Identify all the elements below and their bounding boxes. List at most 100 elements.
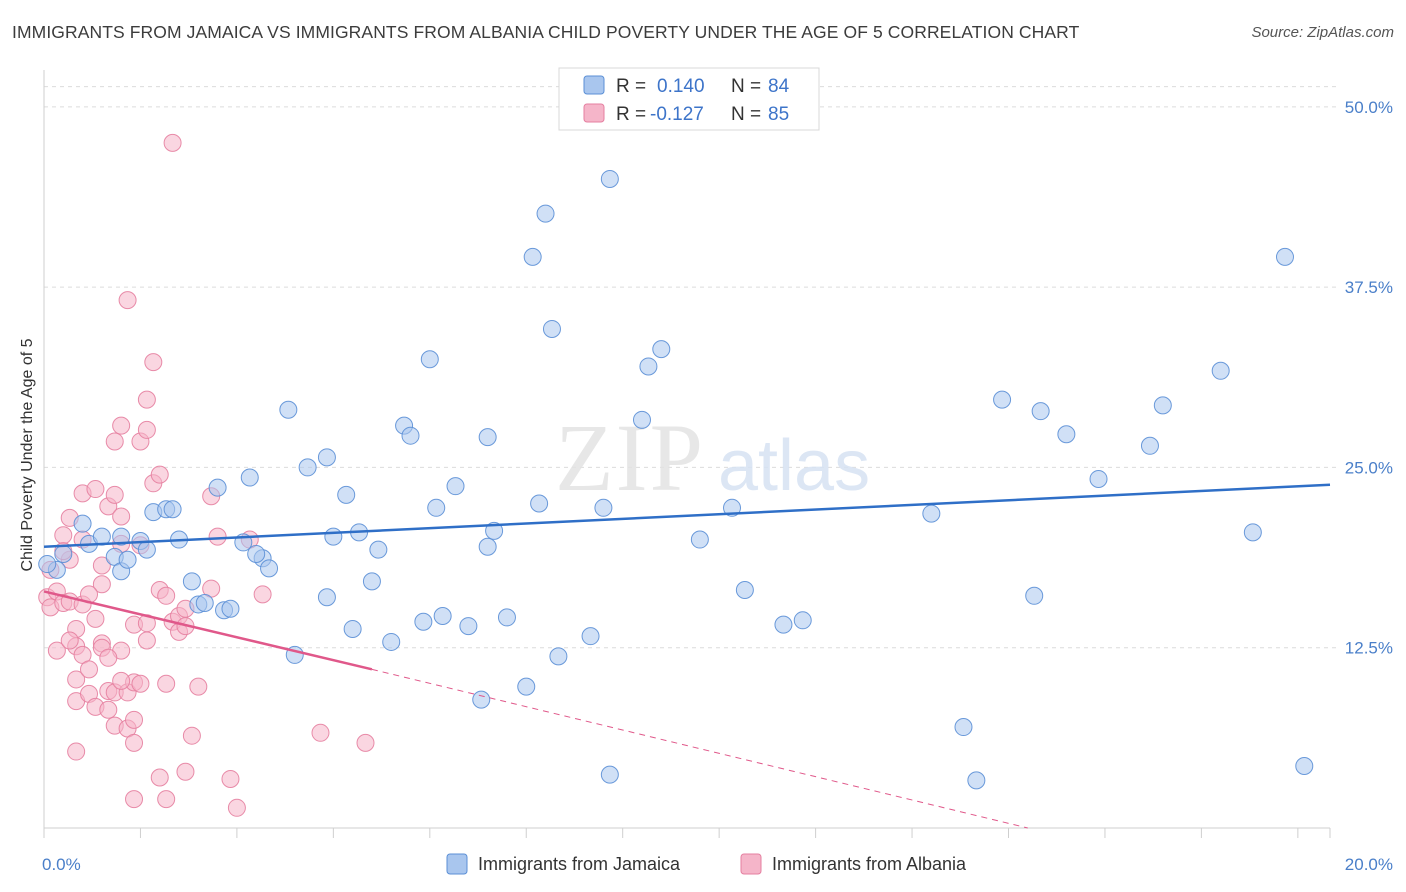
point-albania-74 xyxy=(227,798,246,817)
legend-albania-r-label: R = xyxy=(616,104,646,125)
point-albania-33 xyxy=(105,432,124,451)
point-albania-53 xyxy=(137,631,156,650)
y-tick-labels: 12.5% 25.0% 37.5% 50.0% xyxy=(1345,98,1393,658)
watermark: ZIP atlas xyxy=(555,404,870,511)
grid-lines xyxy=(44,86,1340,649)
point-jamaica-28 xyxy=(317,448,336,467)
point-jamaica-27 xyxy=(317,588,336,607)
point-albania-19 xyxy=(80,660,99,679)
point-jamaica-59 xyxy=(639,357,658,376)
legend-jamaica-r-value: 0.140 xyxy=(657,76,705,97)
series-legend-swatch-albania xyxy=(740,853,762,875)
point-jamaica-41 xyxy=(433,606,452,625)
watermark-zip: ZIP xyxy=(555,404,705,511)
series-legend-label-jamaica: Immigrants from Jamaica xyxy=(478,854,681,874)
point-albania-13 xyxy=(67,670,86,689)
point-jamaica-7 xyxy=(112,527,131,546)
trendline-albania xyxy=(43,590,373,671)
series-legend-swatch-jamaica xyxy=(446,853,468,875)
point-jamaica-69 xyxy=(993,390,1012,409)
point-jamaica-19 xyxy=(208,478,227,497)
point-jamaica-48 xyxy=(517,677,536,696)
y-tick-label-1: 25.0% xyxy=(1345,458,1393,477)
trendline-jamaica xyxy=(43,483,1331,548)
point-jamaica-12 xyxy=(163,500,182,519)
point-jamaica-37 xyxy=(401,426,420,445)
point-jamaica-77 xyxy=(1243,523,1262,542)
point-jamaica-45 xyxy=(478,428,497,447)
point-albania-45 xyxy=(125,733,144,752)
legend-swatch-albania xyxy=(583,103,605,123)
point-jamaica-34 xyxy=(369,540,388,559)
legend-albania-n-label: N = xyxy=(731,104,761,125)
point-jamaica-83 xyxy=(247,544,266,563)
point-jamaica-68 xyxy=(967,771,986,790)
point-jamaica-26 xyxy=(298,458,317,477)
point-albania-73 xyxy=(221,769,240,788)
point-albania-57 xyxy=(150,768,169,787)
point-jamaica-75 xyxy=(1153,396,1172,415)
point-albania-78 xyxy=(356,733,375,752)
point-jamaica-33 xyxy=(362,572,381,591)
point-jamaica-66 xyxy=(922,504,941,523)
point-albania-77 xyxy=(311,723,330,742)
point-jamaica-16 xyxy=(195,594,214,612)
point-jamaica-70 xyxy=(1025,586,1044,605)
point-jamaica-31 xyxy=(343,619,362,638)
point-albania-56 xyxy=(150,465,169,484)
point-jamaica-73 xyxy=(1089,469,1108,488)
trendline-albania-extension xyxy=(371,668,1028,829)
point-albania-83 xyxy=(99,648,118,667)
point-jamaica-42 xyxy=(446,477,465,496)
point-jamaica-52 xyxy=(542,319,561,338)
series-legend: Immigrants from Jamaica Immigrants from … xyxy=(446,853,967,875)
point-albania-25 xyxy=(92,556,111,575)
point-albania-23 xyxy=(86,480,105,499)
point-albania-82 xyxy=(112,671,131,690)
point-albania-62 xyxy=(163,133,182,152)
point-jamaica-44 xyxy=(478,537,497,556)
point-albania-4 xyxy=(47,641,66,660)
point-jamaica-56 xyxy=(600,765,619,784)
axes xyxy=(43,70,1330,829)
point-albania-50 xyxy=(137,390,156,409)
point-albania-14 xyxy=(67,742,86,761)
point-jamaica-18 xyxy=(221,599,240,618)
point-jamaica-43 xyxy=(459,617,478,636)
point-albania-79 xyxy=(208,527,227,546)
point-jamaica-21 xyxy=(240,468,259,487)
point-jamaica-1 xyxy=(54,544,73,563)
point-jamaica-61 xyxy=(690,530,709,549)
chart-title: IMMIGRANTS FROM JAMAICA VS IMMIGRANTS FR… xyxy=(12,22,1080,42)
series-jamaica-points xyxy=(38,169,1314,790)
point-albania-46 xyxy=(125,790,144,809)
point-albania-26 xyxy=(92,575,111,594)
point-jamaica-58 xyxy=(632,410,651,429)
x-tick-label-left: 0.0% xyxy=(42,855,81,874)
trendlines xyxy=(43,483,1331,829)
point-jamaica-49 xyxy=(523,247,542,266)
point-albania-84 xyxy=(60,631,79,650)
correlation-legend: R = 0.140 N = 84 R = -0.127 N = 85 xyxy=(558,67,820,131)
legend-swatch-jamaica xyxy=(583,75,605,95)
point-jamaica-76 xyxy=(1211,361,1230,380)
legend-albania-r-value: -0.127 xyxy=(650,104,704,125)
point-albania-22 xyxy=(86,609,105,628)
point-jamaica-55 xyxy=(594,498,613,517)
point-jamaica-63 xyxy=(735,581,754,600)
point-albania-60 xyxy=(157,790,176,809)
point-jamaica-81 xyxy=(472,690,491,709)
point-albania-37 xyxy=(112,507,131,526)
series-albania-points xyxy=(38,133,375,817)
point-jamaica-39 xyxy=(420,350,439,369)
point-jamaica-71 xyxy=(1031,402,1050,421)
point-jamaica-54 xyxy=(581,627,600,646)
point-jamaica-82 xyxy=(118,550,137,569)
point-jamaica-53 xyxy=(549,647,568,666)
point-jamaica-62 xyxy=(723,498,742,517)
point-jamaica-78 xyxy=(1275,247,1294,266)
point-jamaica-9 xyxy=(137,540,156,559)
point-albania-44 xyxy=(125,710,144,729)
point-albania-38 xyxy=(112,416,131,435)
